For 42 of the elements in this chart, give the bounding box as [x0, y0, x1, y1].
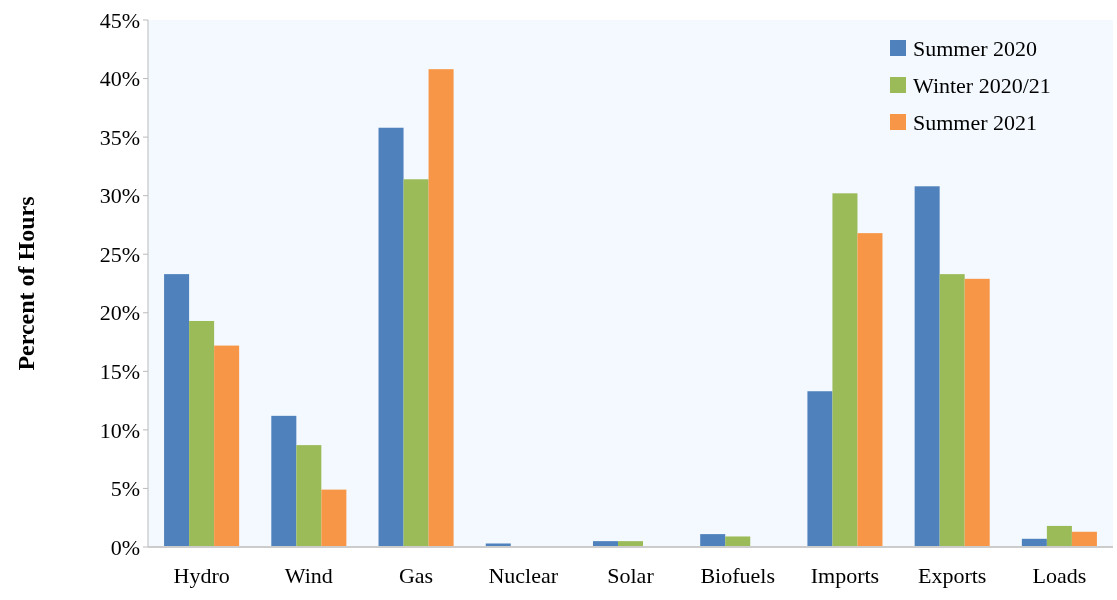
bar	[271, 415, 297, 547]
bar	[857, 233, 883, 547]
bar	[403, 179, 429, 547]
y-axis-title: Percent of Hours	[13, 196, 39, 371]
y-tick-label: 40%	[99, 66, 140, 92]
bar	[914, 186, 940, 547]
legend-label: Summer 2021	[913, 109, 1038, 135]
y-tick-label: 0%	[110, 534, 140, 560]
legend-label: Summer 2020	[913, 35, 1038, 61]
legend-label: Winter 2020/21	[913, 72, 1051, 98]
x-tick-label: Biofuels	[700, 563, 775, 588]
x-tick-label: Hydro	[173, 563, 230, 588]
y-tick-label: 15%	[99, 359, 140, 385]
bar	[321, 489, 347, 547]
x-tick-label: Nuclear	[488, 563, 559, 588]
x-tick-label: Imports	[810, 563, 880, 588]
y-tick-label: 10%	[99, 417, 140, 443]
bar	[1071, 531, 1097, 547]
bar	[378, 127, 404, 547]
x-tick-label: Solar	[607, 563, 655, 588]
bar	[964, 278, 990, 547]
bar	[1046, 525, 1072, 547]
y-tick-label: 45%	[99, 7, 140, 33]
bar	[807, 391, 833, 547]
bar	[428, 69, 454, 547]
x-tick-label: Loads	[1032, 563, 1087, 588]
x-tick-label: Exports	[917, 563, 987, 588]
y-tick-label: 20%	[99, 300, 140, 326]
y-tick-label: 25%	[99, 241, 140, 267]
bar	[725, 536, 751, 547]
bar	[214, 345, 240, 547]
bar	[939, 274, 965, 547]
bar	[164, 274, 190, 547]
bar	[700, 534, 726, 547]
bar	[189, 320, 215, 547]
y-tick-label: 5%	[110, 476, 140, 502]
x-tick-label: Gas	[398, 563, 434, 588]
bar	[832, 193, 858, 547]
y-tick-label: 30%	[99, 183, 140, 209]
x-tick-label: Wind	[284, 563, 333, 588]
y-tick-label: 35%	[99, 124, 140, 150]
bar	[296, 445, 322, 547]
